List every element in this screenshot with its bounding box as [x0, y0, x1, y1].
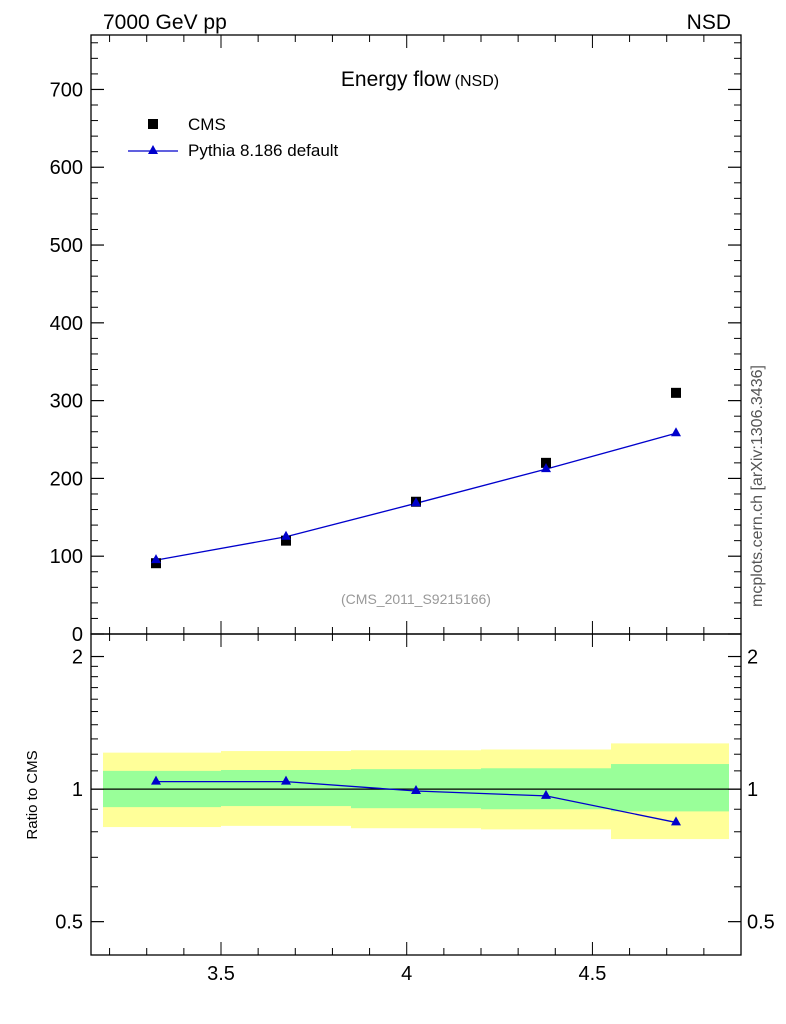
cms-point [281, 535, 291, 546]
header-left: 7000 GeV pp [103, 11, 227, 34]
legend-cms-label: CMS [188, 115, 226, 134]
pythia-point [151, 554, 161, 564]
ratio-ytick-label-right: 0.5 [747, 912, 775, 934]
legend-pythia-marker [148, 145, 158, 154]
main-ytick-label: 700 [50, 79, 83, 101]
ratio-ytick-label: 0.5 [55, 912, 83, 934]
cms-point [541, 457, 551, 468]
pythia-point [281, 530, 291, 540]
xtick-label: 4 [401, 963, 412, 985]
main-ytick-label: 600 [50, 157, 83, 179]
cms-point [671, 387, 681, 398]
cms-point [151, 558, 161, 569]
ratio-ytick-label: 2 [72, 647, 83, 669]
ratio-pythia-point [281, 775, 291, 785]
ratio-band-inner [221, 769, 351, 807]
ratio-panel: 0.5 0.5 1 1 2 2 3.5 4 4.5 Ratio to CMS [24, 633, 775, 985]
legend: CMS Pythia 8.186 default [128, 115, 339, 160]
pythia-point [671, 427, 681, 437]
pythia-point [411, 497, 421, 507]
main-title: Energy flow (NSD) [341, 68, 499, 91]
header-right: NSD [687, 11, 731, 34]
xtick-label: 4.5 [579, 963, 607, 985]
ratio-pythia-point [411, 785, 421, 795]
main-title-suffix: (NSD) [455, 73, 499, 90]
ratio-pythia-point [151, 775, 161, 785]
ratio-ytick-label-right: 1 [747, 779, 758, 801]
ratio-ylabel: Ratio to CMS [24, 750, 41, 839]
legend-pythia-label: Pythia 8.186 default [188, 141, 339, 160]
ratio-frame [90, 633, 742, 956]
ratio-pythia-point [671, 816, 681, 826]
ratio-ytick-label: 1 [72, 779, 83, 801]
side-label: mcplots.cern.ch [arXiv:1306.3436] [749, 365, 766, 607]
ratio-band-inner [611, 764, 729, 812]
xtick-label: 3.5 [207, 963, 235, 985]
main-ytick-label: 500 [50, 235, 83, 257]
main-ytick-label: 100 [50, 546, 83, 568]
legend-cms-marker [148, 119, 158, 129]
pythia-point [541, 463, 551, 473]
ratio-pythia-point [541, 789, 551, 799]
pythia-line [155, 432, 677, 561]
analysis-label: (CMS_2011_S9215166) [341, 591, 491, 607]
main-ytick-label: 300 [50, 391, 83, 413]
main-ytick-label: 200 [50, 468, 83, 490]
main-ytick-label: 400 [50, 313, 83, 335]
main-ytick-label: 0 [72, 624, 83, 646]
ratio-ytick-label-right: 2 [747, 647, 758, 669]
main-title-text: Energy flow [341, 68, 452, 91]
